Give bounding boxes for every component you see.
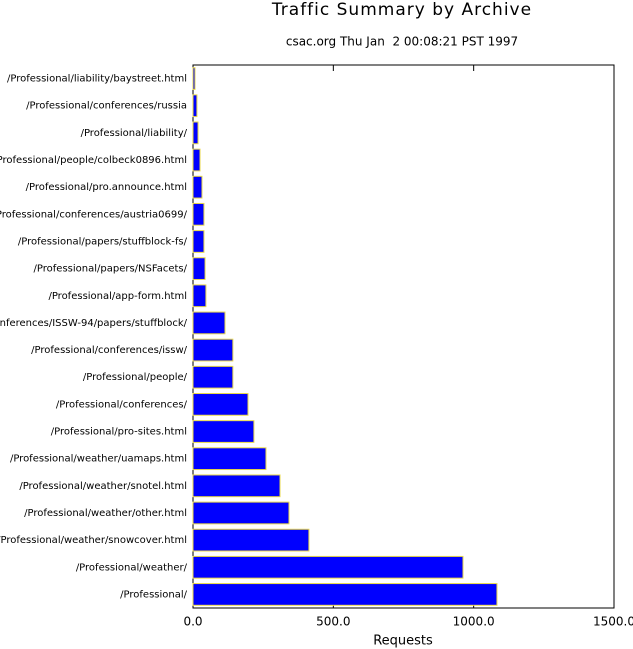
- chart-subtitle: csac.org Thu Jan 2 00:08:21 PST 1997: [286, 35, 518, 49]
- y-tick-label: /Professional/papers/NSFacets/: [34, 264, 188, 275]
- bar: [192, 230, 205, 253]
- plot-frame: [192, 64, 615, 609]
- y-tick-label: /Professional/conferences/ISSW-94/papers…: [0, 318, 188, 329]
- bar: [192, 447, 267, 471]
- bar: [192, 94, 198, 118]
- y-tick-label: /Professional/people/: [83, 372, 188, 383]
- bar: [192, 393, 249, 416]
- y-tick-label: /Professional/liability/baystreet.html: [7, 74, 187, 85]
- x-tick-label: 0.0: [183, 615, 202, 629]
- y-tick-label: /Professional/weather/uamaps.html: [10, 454, 187, 465]
- y-tick-label: /Professional/weather/snowcover.html: [0, 535, 187, 546]
- x-axis-label: Requests: [373, 634, 433, 649]
- x-tick-label: 500.0: [316, 615, 350, 629]
- bar: [192, 121, 199, 145]
- y-tick-label: /Professional/conferences/russia: [26, 101, 187, 112]
- y-tick-label: /Professional/weather/snotel.html: [19, 481, 187, 492]
- bar: [192, 338, 234, 362]
- chart-title: Traffic Summary by Archive: [271, 0, 532, 20]
- y-tick-label: /Professional/pro-sites.html: [51, 427, 187, 438]
- y-tick-label: /Professional/pro.announce.html: [26, 182, 187, 193]
- bar: [192, 67, 196, 90]
- bar: [192, 555, 464, 579]
- y-tick-label: /Professional/: [120, 589, 187, 600]
- y-tick-label: /Professional/conferences/austria0699/: [0, 209, 188, 220]
- x-tick-label: 1500.0: [593, 615, 633, 629]
- bar: [192, 311, 226, 335]
- x-tick-label: 1000.0: [453, 615, 495, 629]
- bar: [192, 474, 281, 498]
- y-tick-label: /Professional/conferences/issw/: [31, 345, 187, 356]
- bar: [192, 175, 203, 199]
- bar: [192, 583, 498, 606]
- bar: [192, 501, 290, 525]
- y-tick-label: /Professional/papers/stuffblock-fs/: [18, 236, 188, 247]
- bar: [192, 284, 207, 308]
- bar: [192, 257, 206, 280]
- bar: [192, 148, 201, 172]
- y-tick-label: /Professional/conferences/: [56, 399, 188, 410]
- y-tick-label: /Professional/weather/other.html: [24, 508, 187, 519]
- y-tick-label: /Professional/weather/: [76, 562, 188, 573]
- y-tick-label: /Professional/liability/: [81, 128, 188, 139]
- bar: [192, 420, 255, 443]
- y-tick-label: /Professional/people/colbeck0896.html: [0, 155, 187, 166]
- y-tick-label: /Professional/app-form.html: [48, 291, 187, 302]
- bar: [192, 365, 234, 389]
- bar: [192, 528, 310, 552]
- bar: [192, 202, 205, 226]
